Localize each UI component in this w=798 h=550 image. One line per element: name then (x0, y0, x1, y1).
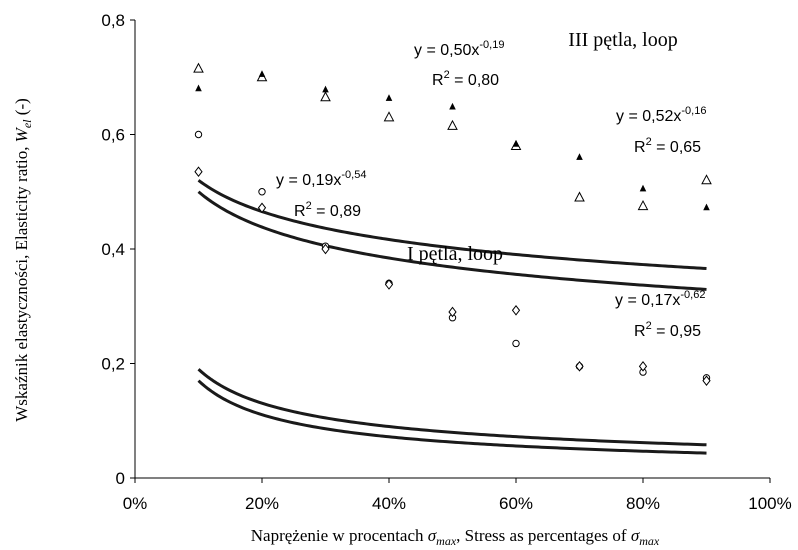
equation-4-exponent: -0,62 (680, 289, 705, 301)
equation-2: y = 0,52x-0,16 R2 = 0,65 (616, 105, 706, 156)
data-point-diamond-open (194, 166, 203, 178)
group-label-iii: III pętla, loop (568, 29, 677, 51)
equation-3-r-sup: 2 (306, 200, 312, 212)
svg-text:R2 = 0,89: R2 = 0,89 (294, 200, 361, 220)
equation-1-r-value: = 0,80 (450, 72, 499, 89)
data-point-triangle-open (701, 174, 712, 185)
equation-4-r: R (634, 323, 646, 340)
data-point-triangle-small (449, 102, 456, 110)
svg-text:y = 0,19x-0,54: y = 0,19x-0,54 (276, 169, 366, 189)
x-tick-label: 20% (245, 494, 279, 513)
equation-4: y = 0,17x-0,62 R2 = 0,95 (615, 289, 705, 340)
x-tick-label: 80% (626, 494, 660, 513)
equation-1-r-sup: 2 (444, 69, 450, 81)
equation-4-r-sup: 2 (646, 320, 652, 332)
y-tick-label: 0,6 (101, 126, 125, 145)
y-tick-label: 0,8 (101, 11, 125, 30)
equation-4-r-value: = 0,95 (652, 323, 701, 340)
equation-2-text: y = 0,52x (616, 108, 681, 125)
y-tick-label: 0 (116, 469, 125, 488)
data-point-triangle-open (383, 111, 395, 122)
svg-text:R2 = 0,80: R2 = 0,80 (432, 69, 499, 89)
equation-1: y = 0,50x-0,19 R2 = 0,80 (414, 39, 504, 89)
equation-3-exponent: -0,54 (341, 169, 366, 181)
equation-1-text: y = 0,50x (414, 42, 479, 59)
data-point-triangle-open (447, 119, 458, 130)
equation-3: y = 0,19x-0,54 R2 = 0,89 (276, 169, 366, 220)
equation-2-r-sup: 2 (646, 136, 652, 148)
svg-text:R2 = 0,95: R2 = 0,95 (634, 320, 701, 340)
svg-text:y = 0,52x-0,16: y = 0,52x-0,16 (616, 105, 706, 125)
x-tick-label: 60% (499, 494, 533, 513)
svg-text:R2 = 0,65: R2 = 0,65 (634, 136, 701, 156)
data-point-diamond-open (575, 361, 584, 372)
trendline-4 (197, 379, 707, 455)
data-point-diamond-open (511, 304, 521, 316)
group-label-i: I pętla, loop (407, 243, 503, 265)
data-point-diamond-open (384, 279, 394, 290)
data-point-triangle-small (385, 94, 393, 101)
equation-1-r: R (432, 72, 444, 89)
x-ticks: 0% 20% 40% 60% 80% 100% (123, 478, 792, 513)
trendline-3 (197, 368, 707, 447)
equation-4-text: y = 0,17x (615, 292, 680, 309)
data-point-triangle-small (576, 153, 583, 160)
equation-1-exponent: -0,19 (479, 39, 504, 51)
equation-3-text: y = 0,19x (276, 172, 341, 189)
data-point-diamond-open (321, 243, 330, 255)
equation-3-r-value: = 0,89 (312, 203, 361, 220)
x-tick-label: 40% (372, 494, 406, 513)
x-tick-label: 0% (123, 494, 148, 513)
x-tick-label: 100% (748, 494, 791, 513)
trendlines (197, 179, 707, 455)
equation-3-r: R (294, 203, 306, 220)
data-point-triangle-small (703, 203, 710, 211)
svg-text:y = 0,17x-0,62: y = 0,17x-0,62 (615, 289, 705, 309)
data-point-circle-open (258, 188, 266, 196)
data-point-triangle-open (637, 199, 649, 211)
data-point-triangle-small (258, 70, 266, 77)
data-point-triangle-small (195, 84, 202, 92)
data-point-diamond-open (702, 375, 711, 386)
equation-2-exponent: -0,16 (681, 105, 706, 117)
data-point-triangle-small (639, 184, 647, 192)
data-point-triangle-small (512, 140, 520, 147)
data-point-circle-open (194, 130, 203, 139)
equation-2-r: R (634, 139, 646, 156)
x-axis-title: Naprężenie w procentach σmax, Stress as … (251, 526, 660, 548)
y-ticks: 0 0,2 0,4 0,6 0,8 (101, 11, 135, 488)
data-point-diamond-open (257, 202, 267, 214)
data-point-diamond-open (448, 306, 457, 318)
data-point-circle-open (512, 339, 520, 348)
trendline-2 (197, 179, 707, 271)
data-point-triangle-open (193, 62, 204, 73)
y-tick-label: 0,4 (101, 240, 125, 259)
data-point-triangle-open (320, 91, 331, 102)
data-markers (193, 62, 712, 386)
data-point-triangle-open (574, 191, 585, 202)
svg-text:y = 0,50x-0,19: y = 0,50x-0,19 (414, 39, 504, 59)
trendline-1 (197, 190, 707, 291)
y-axis-title: Wskaźnik elastyczności, Elasticity ratio… (12, 98, 34, 422)
data-point-diamond-open (638, 361, 648, 372)
equation-2-r-value: = 0,65 (652, 139, 701, 156)
y-tick-label: 0,2 (101, 355, 125, 374)
data-point-triangle-small (322, 85, 329, 93)
